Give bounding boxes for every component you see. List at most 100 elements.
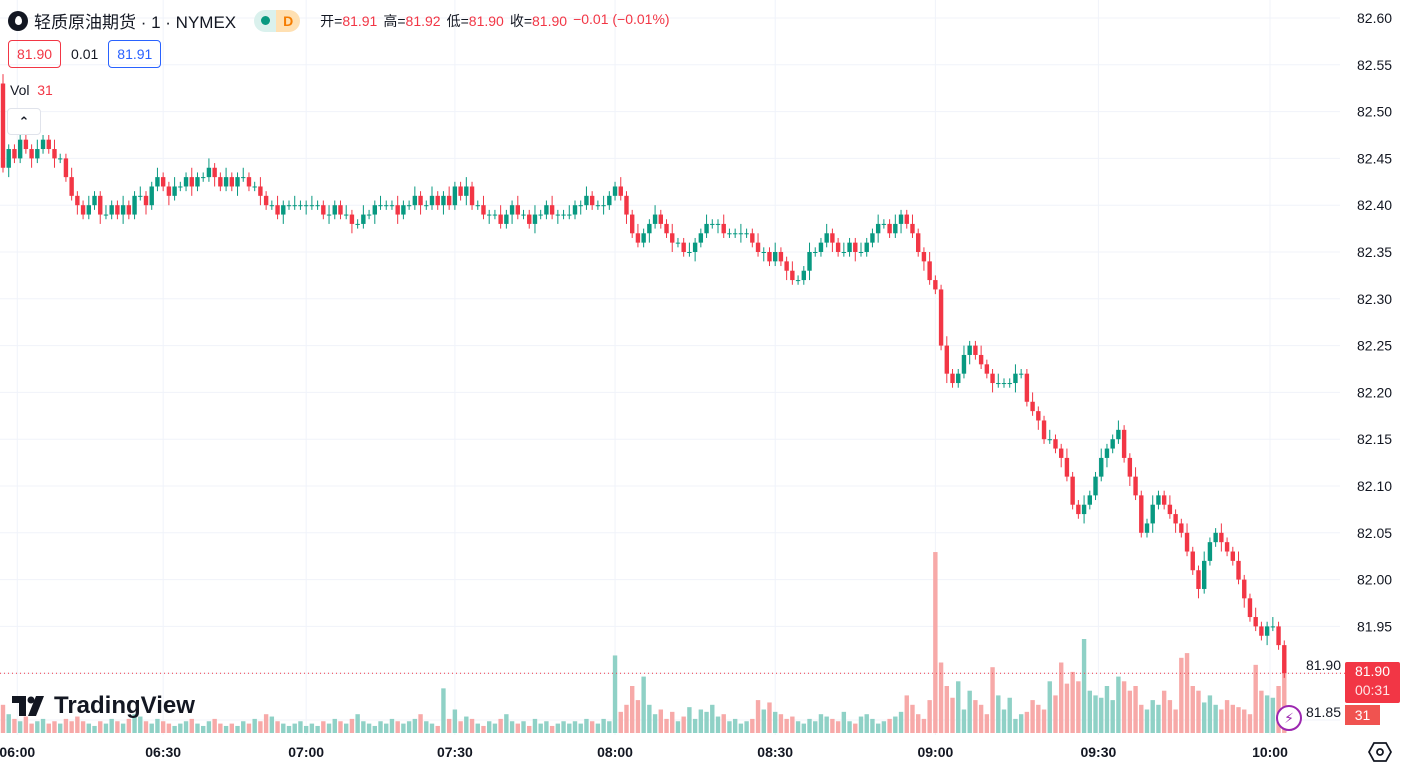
y-tick-label: 82.60 [1357,10,1392,26]
candle-body [349,214,355,224]
candle-body [715,223,721,225]
volume-bar [155,718,160,733]
candle-body [458,186,463,196]
volume-bar [292,723,297,733]
candle-body [618,186,623,196]
tradingview-logo[interactable]: TradingView [12,692,195,720]
candle-body [675,242,681,244]
candle-body [664,223,669,234]
candle-body [132,195,137,215]
volume-bar [807,718,812,733]
volume-bar [338,721,343,733]
candle-body [1036,411,1041,421]
candle-body [670,233,675,243]
x-tick-label: 07:30 [437,744,473,760]
candle-body [1219,532,1224,543]
y-tick-label: 82.40 [1357,197,1392,213]
volume-bar [58,723,63,733]
candle-body [321,205,326,215]
candle-body [344,214,349,216]
candle-body [17,139,23,159]
volume-bar [424,721,429,733]
candle-body [738,233,744,235]
volume-bar [401,723,406,733]
volume-bar [927,700,932,733]
volume-bar [1076,681,1081,733]
volume-bar [6,714,11,733]
volume-bar [475,723,480,733]
volume-bar [698,709,704,733]
volume-bar [578,723,583,733]
volume-bar [1116,676,1121,733]
candle-body [58,158,63,160]
candle-body [544,205,549,215]
candle-body [607,195,612,206]
volume-bar [235,725,240,733]
crude-oil-icon [8,10,28,31]
volume-bar [1253,664,1258,733]
candle-body [389,205,395,207]
candle-body [750,233,755,243]
candle-body [978,354,984,365]
volume-bar [315,725,320,733]
volume-bar [738,723,744,733]
candle-body [401,205,406,215]
candle-body [492,214,498,216]
volume-bar [458,721,463,733]
volume-bar [92,725,97,733]
candle-body [578,205,583,207]
volume-bar [86,723,91,733]
candle-body [429,195,435,206]
candle-body [773,252,778,262]
candle-body [984,364,990,374]
candle-body [189,177,194,187]
sell-price-button[interactable]: 81.90 [8,40,62,68]
candle-body [1018,373,1024,375]
volume-bar [229,723,234,733]
candle-body [1110,439,1115,449]
lightning-icon[interactable]: ⚡︎ [1276,705,1302,731]
volume-bar [893,716,898,733]
y-tick-label: 82.45 [1357,150,1392,166]
volume-bar [195,723,200,733]
volume-bar [887,718,892,733]
volume-bar [607,721,612,733]
candle-body [487,214,492,216]
volume-bar [1179,657,1184,733]
volume-bar [647,704,652,733]
volume-bar [143,721,149,733]
candle-body [504,214,509,224]
volume-bar [281,723,286,733]
volume-bar [567,723,572,733]
candle-body [824,233,829,243]
candle-body [807,252,812,271]
candle-body [384,205,389,207]
candle-body [761,252,766,253]
volume-bar [549,725,555,733]
candle-body [1276,626,1281,646]
volume-bar [1173,709,1178,733]
collapse-legend-button[interactable]: ⌃ [7,108,41,135]
volume-bar [1202,702,1207,733]
candle-body [624,195,629,215]
candle-body [0,83,6,168]
volume-bar [138,716,143,733]
market-status-badge[interactable]: D [254,9,301,32]
candle-body [584,195,589,206]
volume-bar [23,716,29,733]
volume-bar [452,709,458,733]
volume-bar [1207,695,1213,733]
candle-body [864,242,869,252]
volume-bar [384,723,389,733]
symbol-title[interactable]: 轻质原油期货 · 1 · NYMEX [34,13,237,32]
delayed-badge: D [276,9,301,32]
candle-body [183,177,189,187]
chart-settings-icon[interactable] [1368,741,1392,763]
candle-body [870,233,875,243]
candle-body [847,242,852,252]
candle-body [1196,570,1201,589]
buy-price-button[interactable]: 81.91 [108,40,162,68]
candle-body [23,139,29,150]
candle-body [778,252,784,262]
